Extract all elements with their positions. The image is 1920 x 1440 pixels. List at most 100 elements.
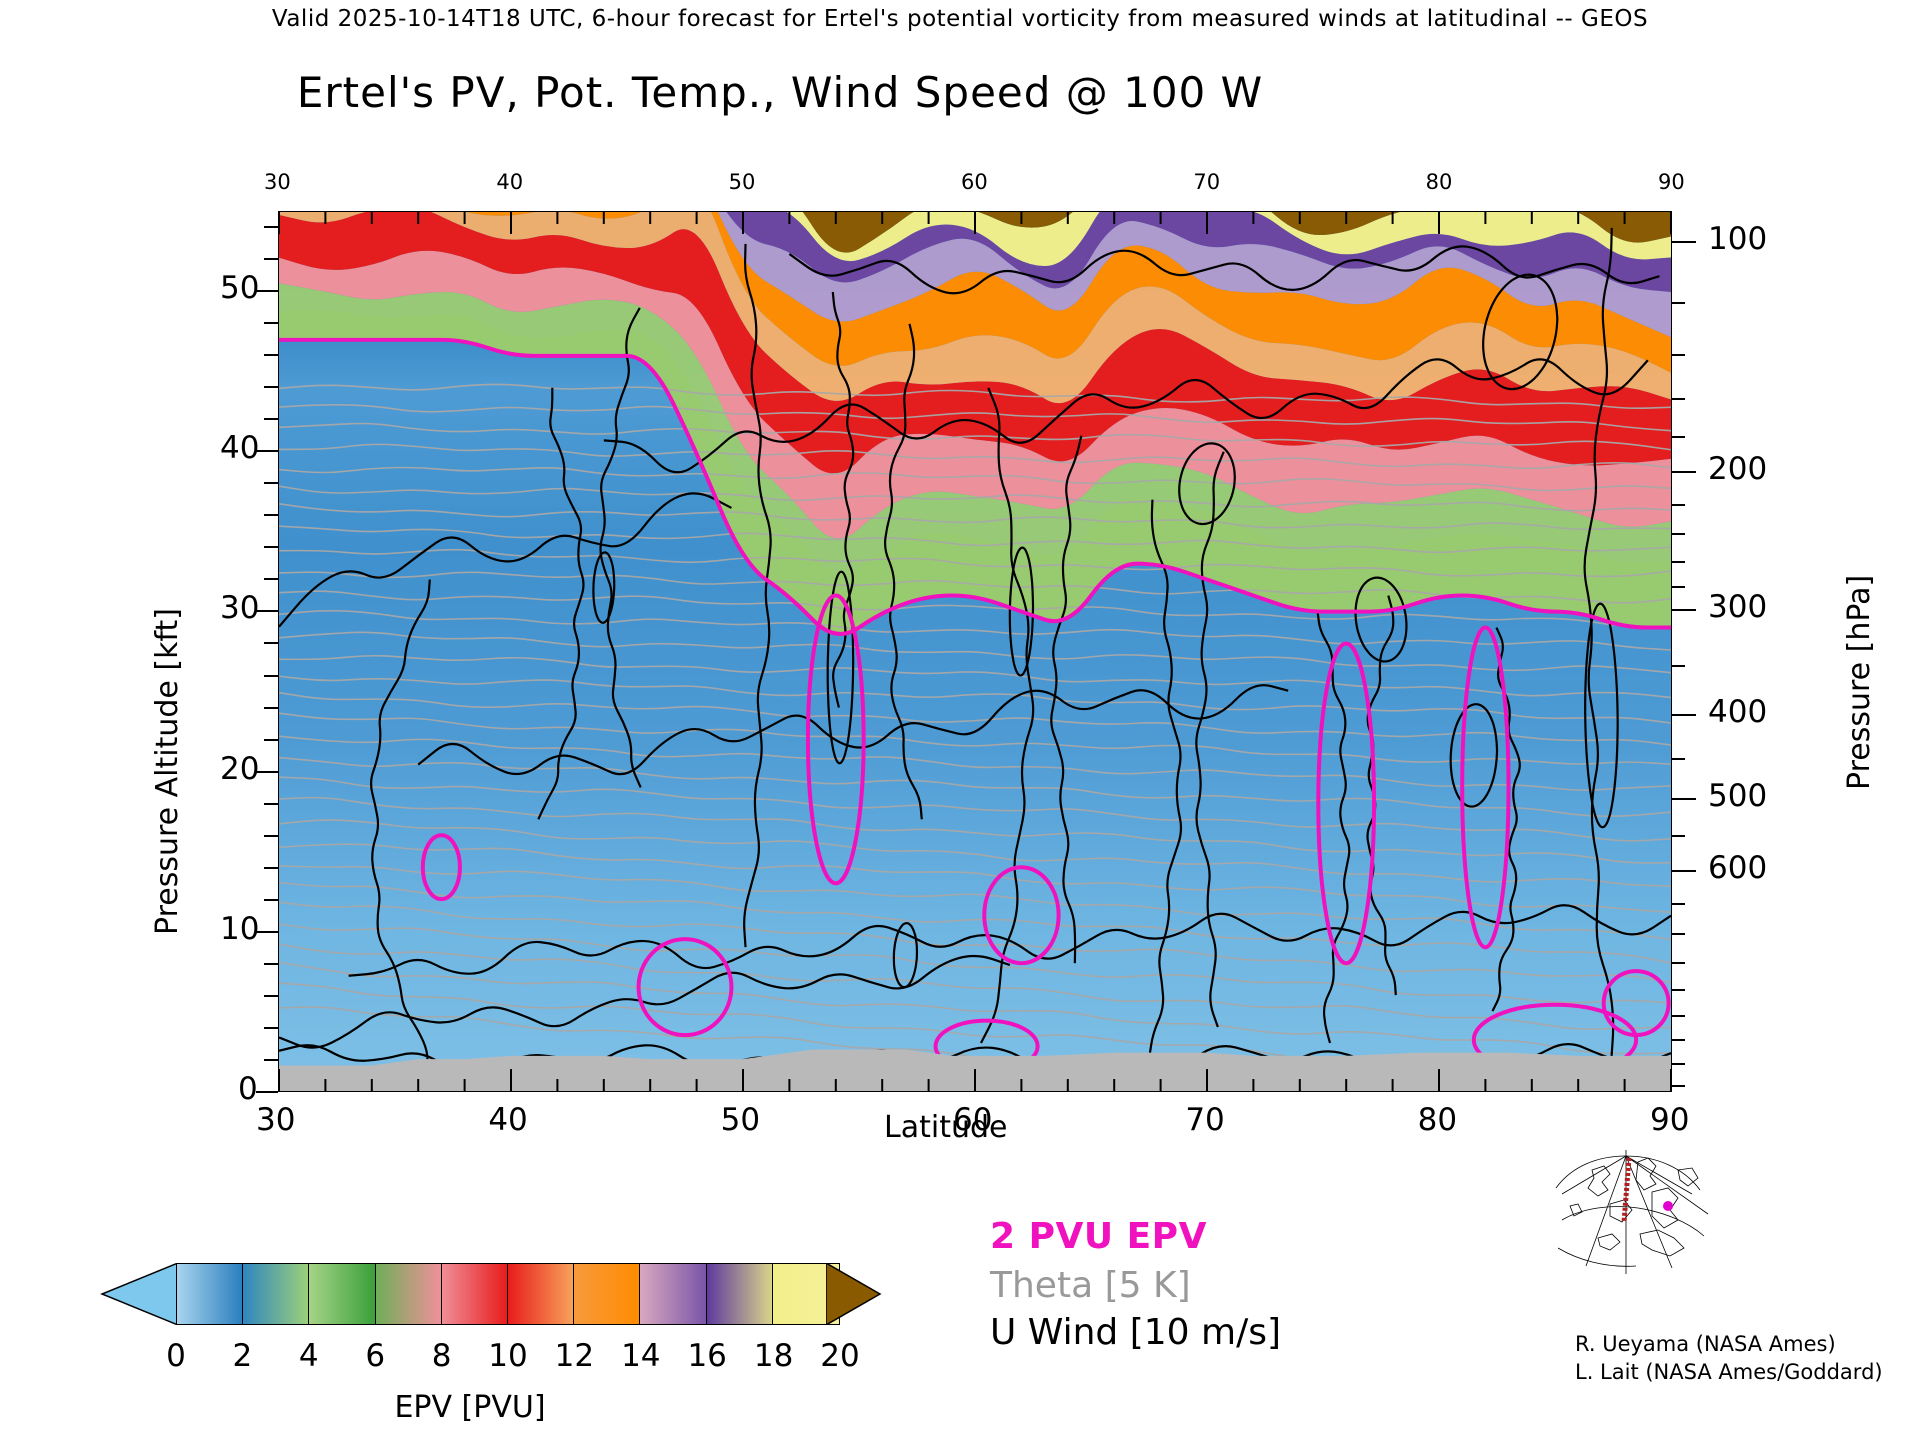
colorbar-segment-12-14 xyxy=(574,1264,641,1324)
location-marker xyxy=(1663,1201,1673,1211)
left-minor-tick xyxy=(264,514,278,517)
colorbar-title: EPV [PVU] xyxy=(394,1390,546,1425)
bottom-tick-30: 30 xyxy=(256,1102,296,1138)
legend-item-uwind: U Wind [10 m/s] xyxy=(990,1312,1282,1353)
right-minor-tick xyxy=(1672,353,1685,356)
colorbar-segment-8-10 xyxy=(441,1264,508,1324)
right-minor-tick xyxy=(1672,503,1685,506)
left-minor-tick xyxy=(264,706,278,709)
top-tick-40: 40 xyxy=(496,170,524,194)
right-tick-300: 300 xyxy=(1708,589,1768,626)
left-minor-tick xyxy=(256,290,278,293)
top-tick-30: 30 xyxy=(264,170,291,194)
left-minor-tick xyxy=(264,738,278,741)
left-minor-tick xyxy=(264,962,278,965)
right-minor-tick xyxy=(1672,533,1685,536)
colorbar-tick-14: 14 xyxy=(621,1338,661,1374)
colorbar[interactable] xyxy=(100,1263,840,1325)
left-minor-tick xyxy=(264,802,278,805)
right-minor-tick xyxy=(1672,301,1685,304)
legend: 2 PVU EPV Theta [5 K] U Wind [10 m/s] xyxy=(990,1216,1450,1353)
cross-section-plot[interactable] xyxy=(278,211,1672,1092)
right-minor-tick xyxy=(1672,585,1685,588)
colorbar-segment-10-12 xyxy=(508,1264,575,1324)
colorbar-segment-2-4 xyxy=(243,1264,310,1324)
left-minor-tick xyxy=(264,642,278,645)
right-minor-tick xyxy=(1672,798,1685,801)
left-minor-tick xyxy=(256,610,278,613)
bottom-tick-60: 60 xyxy=(953,1102,993,1138)
uwind-contours xyxy=(279,227,1671,1076)
colorbar-tick-2: 2 xyxy=(232,1338,253,1374)
right-tick-200: 200 xyxy=(1708,451,1768,488)
right-minor-tick xyxy=(1672,932,1685,935)
top-tick-80: 80 xyxy=(1425,170,1453,194)
top-tick-50: 50 xyxy=(728,170,756,194)
right-minor-tick xyxy=(1672,1085,1685,1088)
right-minor-tick xyxy=(1672,609,1685,612)
left-minor-tick xyxy=(264,354,278,357)
colorbar-segment-16-18 xyxy=(706,1264,773,1324)
colorbar-segment-6-8 xyxy=(375,1264,442,1324)
right-minor-tick xyxy=(1672,1063,1685,1065)
colorbar-segment-14-16 xyxy=(640,1264,707,1324)
credit-line-2: L. Lait (NASA Ames/Goddard) xyxy=(1575,1360,1883,1385)
left-minor-tick xyxy=(264,1026,278,1029)
right-minor-tick xyxy=(1672,902,1685,905)
right-minor-tick xyxy=(1672,961,1685,964)
theta-contours xyxy=(279,383,1671,1083)
left-minor-tick xyxy=(264,866,278,869)
left-minor-tick xyxy=(264,418,278,421)
colorbar-tick-10: 10 xyxy=(488,1338,528,1374)
left-minor-tick xyxy=(264,386,278,389)
bottom-tick-90: 90 xyxy=(1650,1102,1690,1138)
left-minor-tick xyxy=(264,1058,278,1061)
top-tick-90: 90 xyxy=(1658,170,1685,194)
left-tick-10: 10 xyxy=(220,910,260,947)
y-axis-title-left: Pressure Altitude [kft] xyxy=(150,608,185,935)
right-tick-400: 400 xyxy=(1708,693,1768,730)
colorbar-tick-8: 8 xyxy=(431,1338,452,1374)
right-minor-tick xyxy=(1672,870,1685,873)
right-minor-tick xyxy=(1672,1014,1685,1017)
x-axis-title: Latitude xyxy=(884,1110,1008,1145)
left-minor-tick xyxy=(264,226,278,229)
right-minor-tick xyxy=(1672,664,1685,667)
right-minor-tick xyxy=(1672,757,1685,760)
colorbar-over-arrow xyxy=(826,1263,882,1325)
colorbar-tick-0: 0 xyxy=(166,1338,186,1374)
axis-inner-ticks xyxy=(279,212,1671,1091)
top-tick-70: 70 xyxy=(1193,170,1221,194)
left-minor-tick xyxy=(256,770,278,773)
legend-item-theta: Theta [5 K] xyxy=(990,1265,1191,1306)
right-tick-600: 600 xyxy=(1708,850,1768,887)
left-minor-tick xyxy=(264,994,278,997)
left-tick-0: 0 xyxy=(238,1071,258,1107)
right-minor-tick xyxy=(1672,241,1685,244)
right-minor-tick xyxy=(1672,560,1685,563)
right-tick-100: 100 xyxy=(1708,221,1768,258)
right-minor-tick xyxy=(1672,713,1685,716)
right-minor-tick xyxy=(1672,1039,1685,1042)
right-minor-tick xyxy=(1672,988,1685,991)
transect-line xyxy=(1621,1157,1632,1223)
left-minor-tick xyxy=(264,322,278,325)
colorbar-segment-4-6 xyxy=(309,1264,376,1324)
bottom-tick-40: 40 xyxy=(488,1102,528,1138)
bottom-tick-70: 70 xyxy=(1185,1102,1225,1138)
left-minor-tick xyxy=(264,674,278,677)
credit-line-1: R. Ueyama (NASA Ames) xyxy=(1575,1332,1836,1356)
left-minor-tick xyxy=(256,1091,278,1093)
left-tick-20: 20 xyxy=(220,750,260,787)
colorbar-tick-6: 6 xyxy=(365,1338,386,1374)
two-pvu-contour xyxy=(279,337,1671,1077)
colorbar-tick-12: 12 xyxy=(554,1338,595,1374)
left-tick-50: 50 xyxy=(220,270,260,307)
left-minor-tick xyxy=(256,450,278,453)
legend-item-epv: 2 PVU EPV xyxy=(990,1216,1207,1257)
left-minor-tick xyxy=(256,930,278,933)
left-minor-tick xyxy=(264,834,278,837)
y-axis-title-right: Pressure [hPa] xyxy=(1842,574,1877,790)
colorbar-tick-20: 20 xyxy=(820,1338,860,1374)
left-tick-40: 40 xyxy=(220,430,260,467)
